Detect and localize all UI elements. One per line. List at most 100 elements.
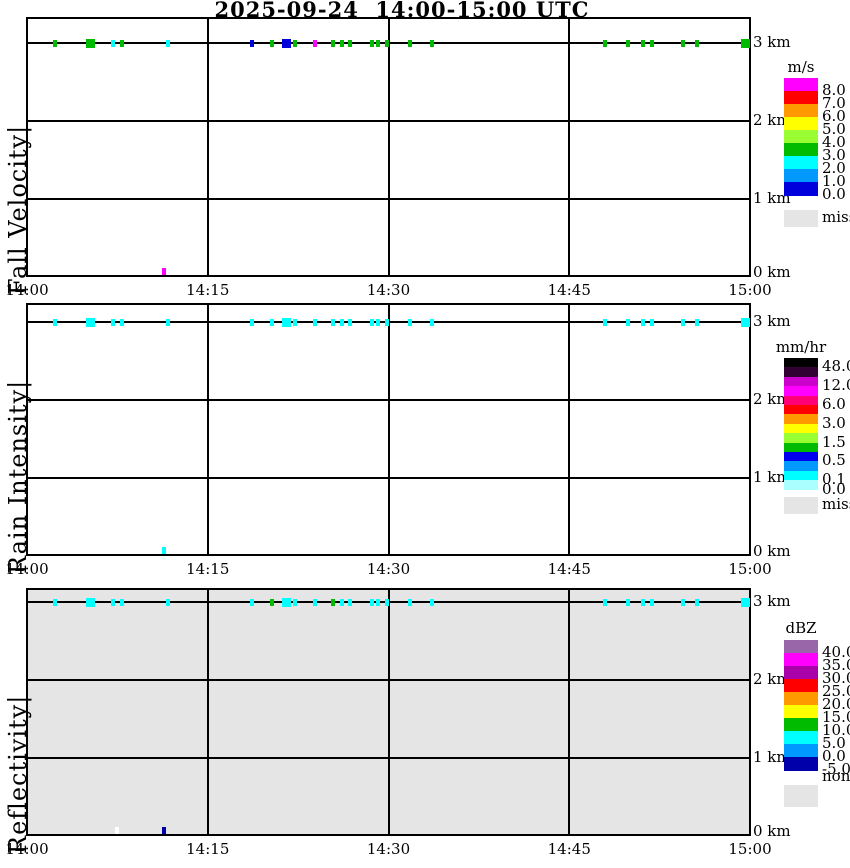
data-mark <box>269 39 274 47</box>
legend-color-box <box>784 452 818 462</box>
x-tick-label: 14:15 <box>186 840 230 858</box>
time-grid-line <box>568 303 571 556</box>
height-label: 1 km <box>753 748 791 766</box>
legend-tick-label: 15.0 <box>822 708 850 726</box>
time-grid-line <box>568 17 571 277</box>
data-mark <box>120 318 125 326</box>
data-mark <box>312 598 317 606</box>
data-mark <box>603 318 608 326</box>
legend-color-box <box>784 718 818 732</box>
data-mark-near-ground <box>115 827 120 834</box>
data-mark <box>375 598 380 606</box>
rain-intensity-legend-title: mm/hr <box>775 338 827 356</box>
data-mark <box>680 39 685 47</box>
x-tick-label: 14:00 <box>5 560 49 578</box>
x-tick-label: 14:45 <box>547 840 591 858</box>
data-mark <box>369 598 374 606</box>
legend-no-data-box <box>784 785 818 807</box>
data-mark <box>650 39 655 47</box>
time-grid-line <box>387 303 390 556</box>
height-label: 2 km <box>753 390 791 408</box>
data-mark <box>375 318 380 326</box>
time-grid-line <box>206 17 209 277</box>
legend-tick-label: 1.5 <box>822 432 846 451</box>
legend-color-box <box>784 78 818 92</box>
legend-color-box <box>784 461 818 472</box>
data-mark <box>408 318 413 326</box>
legend-tick-label: 48.0 <box>822 357 850 376</box>
legend-color-box <box>784 414 818 425</box>
legend-tick-label: 4.0 <box>822 133 846 151</box>
data-mark <box>86 38 96 48</box>
data-mark-near-ground <box>162 827 167 834</box>
time-grid-line <box>206 588 209 836</box>
legend-tick-label: 0.0 <box>822 185 846 203</box>
legend-tick-label: 5.0 <box>822 120 846 138</box>
height-label: 0 km <box>753 263 791 281</box>
legend-tick-label: -5.0 <box>822 760 850 778</box>
reflectivity-ylabel: Reflectivity| <box>4 694 32 854</box>
legend-tick-label: 6.0 <box>822 395 846 413</box>
data-mark <box>347 598 352 606</box>
legend-color-box <box>784 433 818 444</box>
data-mark <box>331 598 336 606</box>
data-mark <box>650 318 655 326</box>
legend-color-box <box>784 731 818 745</box>
data-mark <box>626 318 631 326</box>
data-mark <box>110 318 115 326</box>
data-mark <box>120 39 125 47</box>
data-mark <box>640 318 645 326</box>
data-mark <box>429 598 434 606</box>
x-tick-label: 15:00 <box>728 840 772 858</box>
data-mark <box>250 598 255 606</box>
legend-color-box <box>784 470 818 481</box>
legend-tick-label: 8.0 <box>822 81 846 99</box>
time-grid-line <box>568 588 571 836</box>
data-mark <box>408 598 413 606</box>
data-mark <box>52 318 57 326</box>
data-mark <box>680 318 685 326</box>
legend-no-data-label: none <box>822 767 850 785</box>
legend-color-box <box>784 143 818 157</box>
data-mark-near-ground <box>162 268 167 275</box>
data-mark <box>52 598 57 606</box>
data-mark <box>740 38 750 48</box>
legend-color-box <box>784 104 818 118</box>
data-mark <box>347 318 352 326</box>
data-mark <box>52 39 57 47</box>
legend-color-box <box>784 358 818 368</box>
legend-color-box <box>784 423 818 434</box>
data-mark <box>369 39 374 47</box>
legend-color-box <box>784 91 818 105</box>
data-mark <box>292 39 297 47</box>
legend-no-data-label: miss <box>822 495 850 513</box>
reflectivity-legend-title: dBZ <box>785 619 817 637</box>
legend-color-box <box>784 367 818 378</box>
legend-color-box <box>784 692 818 706</box>
legend-tick-label: 0.1 <box>822 470 846 489</box>
data-mark-near-ground <box>162 547 167 554</box>
data-mark <box>331 318 336 326</box>
data-mark <box>640 39 645 47</box>
data-mark <box>165 318 170 326</box>
data-mark <box>385 39 390 47</box>
data-mark <box>339 598 344 606</box>
data-mark <box>694 318 699 326</box>
data-mark <box>312 39 317 47</box>
legend-tick-label: 1.0 <box>822 172 846 190</box>
data-mark <box>312 318 317 326</box>
x-tick-label: 14:30 <box>366 840 411 858</box>
legend-color-box <box>784 156 818 170</box>
x-tick-label: 14:45 <box>547 281 591 299</box>
data-mark <box>281 597 291 607</box>
x-tick-label: 14:00 <box>5 840 49 858</box>
data-mark <box>680 598 685 606</box>
data-mark <box>429 318 434 326</box>
legend-tick-label: 0.0 <box>822 479 846 498</box>
time-grid-line <box>206 303 209 556</box>
x-tick-label: 14:00 <box>5 281 49 299</box>
legend-color-box <box>784 169 818 183</box>
x-tick-label: 15:00 <box>728 560 772 578</box>
